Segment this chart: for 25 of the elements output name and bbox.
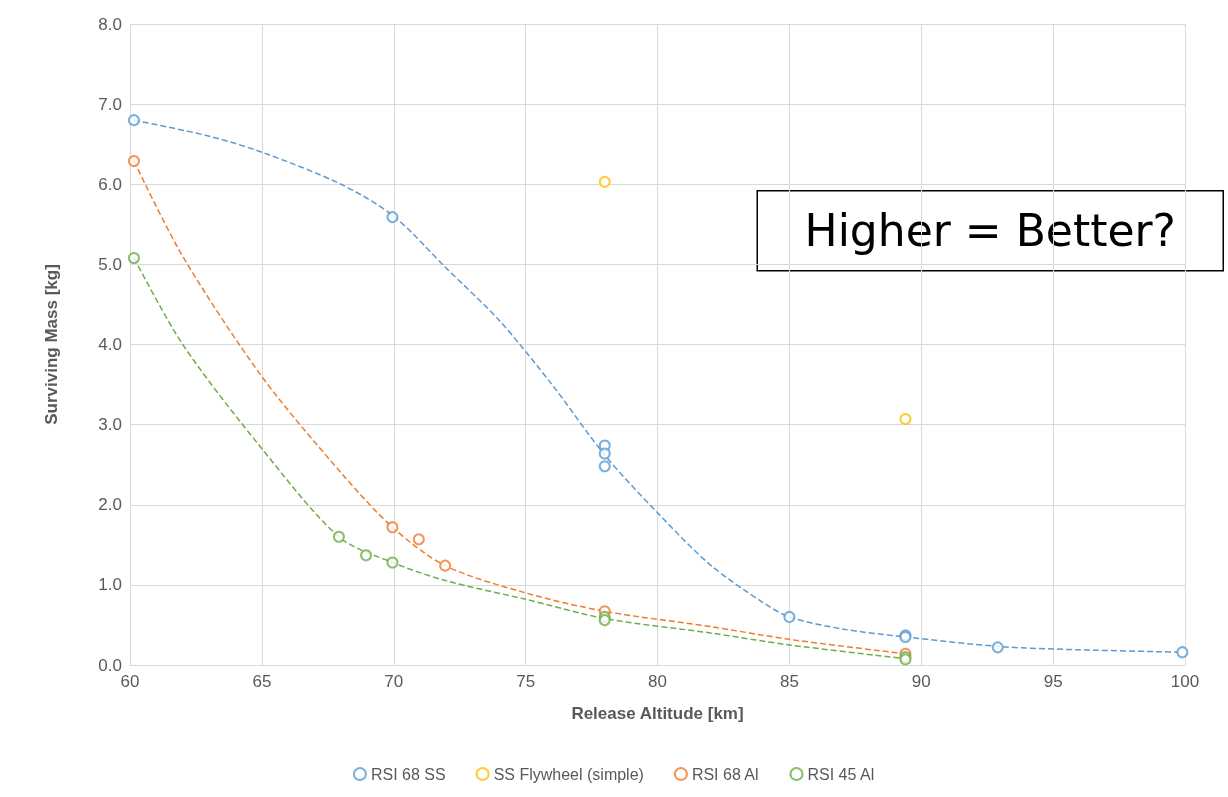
legend-label: RSI 68 SS [370,765,446,783]
y-tick-label: 7.0 [98,94,122,114]
x-tick-label: 85 [779,672,799,691]
legend-label: RSI 68 Al [691,765,759,783]
x-tick-label: 90 [911,672,931,691]
y-axis-title: Surviving Mass [kg] [42,264,61,425]
x-tick-label: 65 [252,672,272,691]
y-tick-label: 8.0 [98,14,122,34]
y-tick-label: 4.0 [98,335,122,354]
x-tick-label: 80 [648,672,667,691]
y-tick-label: 1.0 [98,575,122,595]
x-tick-label: 75 [516,672,536,691]
x-tick-label: 100 [1170,672,1200,691]
legend-label: RSI 45 Al [807,765,875,783]
annotation: Higher = Better? [804,205,1176,257]
y-tick-label: 2.0 [98,495,122,515]
legend-label: SS Flywheel (simple) [493,765,644,783]
x-tick-label: 70 [384,672,404,691]
x-tick-label: 95 [1043,672,1063,691]
y-tick-label: 6.0 [98,174,122,194]
x-axis-title: Release Altitude [km] [571,704,744,723]
x-tick-label: 60 [120,672,140,691]
y-tick-label: 0.0 [98,655,122,675]
y-tick-label: 3.0 [98,415,122,435]
y-tick-label: 5.0 [98,254,122,274]
